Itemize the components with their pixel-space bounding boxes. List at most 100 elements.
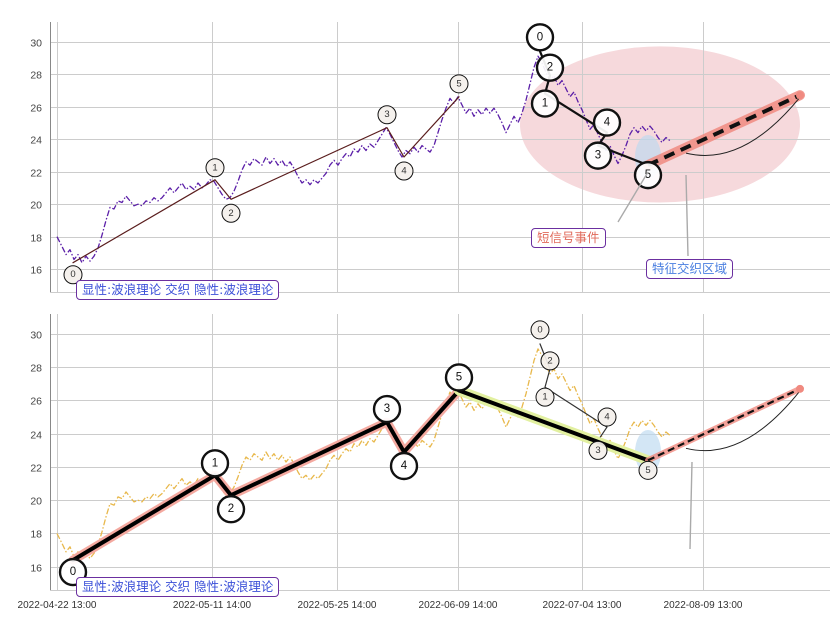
trend-line-dashed — [647, 93, 801, 167]
wave-label-text: 3 — [595, 150, 601, 162]
overlay-交织连接线 — [454, 385, 653, 466]
wave-label-text: 0 — [70, 269, 75, 280]
x-axis-tick-label: 2022-08-09 13:00 — [664, 600, 743, 611]
top-chart-svg: 16 18 20 22 24 26 28 30 0 1 2 3 4 5 0 2 1 4 3 5 — [30, 22, 830, 293]
top-legend-box: 显性:波浪理论 交织 隐性:波浪理论 — [76, 280, 280, 300]
y-axis-tick-label: 18 — [30, 233, 42, 245]
overlay-显性波浪路径 — [72, 96, 460, 264]
x-axis-tick-label: 2022-07-04 13:00 — [543, 600, 622, 611]
wave-label-text: 0 — [537, 324, 542, 335]
trend-end-dot — [796, 91, 804, 100]
wave-label-marker — [583, 141, 613, 170]
wave-label-text: 5 — [456, 371, 462, 383]
price-line — [56, 55, 671, 264]
wave-label-marker — [592, 108, 622, 137]
overlay-显性波浪路径 — [68, 386, 464, 565]
wave-marker-group: 0 2 1 4 3 5 — [530, 320, 658, 480]
wave-label-text: 4 — [604, 412, 609, 423]
y-axis-tick-label: 16 — [30, 563, 42, 575]
wave-label-marker — [200, 449, 230, 478]
y-axis-tick-label: 20 — [30, 200, 42, 212]
top-region-callout: 特征交织区域 — [646, 259, 734, 279]
wave-label-text: 5 — [645, 465, 650, 476]
wave-label-marker — [638, 460, 658, 480]
y-axis-tick-label: 26 — [30, 396, 42, 408]
wave-label-text: 3 — [384, 109, 389, 120]
wave-label-marker — [372, 394, 402, 424]
y-axis-tick-label: 30 — [30, 330, 42, 342]
wave-label-marker — [530, 89, 560, 118]
y-axis-tick-label: 28 — [30, 363, 42, 375]
wave-label-text: 1 — [542, 98, 548, 110]
price-series-explicit — [56, 55, 671, 264]
wave-label-text: 3 — [595, 445, 600, 456]
wave-label-text: 2 — [228, 503, 234, 515]
wave-label-text: 4 — [604, 117, 611, 129]
wave-label-marker — [449, 74, 469, 94]
top-chart-panel: 16 18 20 22 24 26 28 30 0 1 2 3 4 5 0 2 1 4 3 5 显性:波浪理论 交织 … — [0, 0, 839, 302]
event-callout-leader — [617, 171, 649, 223]
wave-label-marker — [444, 363, 474, 392]
wave-label-marker — [535, 387, 555, 407]
wave-label-text: 1 — [212, 457, 218, 469]
wave-label-text: 3 — [384, 403, 390, 415]
top-event-callout: 短信号事件 — [531, 228, 606, 248]
wave-label-marker — [525, 23, 555, 52]
wave-label-text: 5 — [456, 78, 461, 89]
x-axis-tick-label: 2022-06-09 14:00 — [419, 600, 498, 611]
wave-path-line — [71, 388, 461, 563]
x-axis-tick-label: 2022-04-22 13:00 — [18, 600, 97, 611]
wave-label-marker — [394, 161, 414, 181]
x-axis-tick-label: 2022-05-25 14:00 — [298, 600, 377, 611]
trend-line-dashed — [647, 387, 801, 462]
wave-label-marker — [597, 407, 617, 427]
y-axis-tick-label: 24 — [30, 430, 42, 442]
wave-label-text: 1 — [212, 162, 217, 173]
y-axis-tick-label: 18 — [30, 529, 42, 541]
trend-arc-decoration — [685, 390, 801, 452]
wave-label-marker — [221, 203, 241, 223]
wave-label-marker — [530, 320, 550, 340]
y-axis-tick-label: 30 — [30, 38, 42, 50]
wave-label-marker — [216, 495, 246, 524]
wave-marker-group: 0 1 2 3 4 5 — [63, 74, 469, 285]
x-axis-tick-label: 2022-05-11 14:00 — [173, 600, 252, 611]
y-axis-tick-label: 28 — [30, 70, 42, 82]
wave-label-marker — [535, 53, 565, 82]
wave-path-line — [72, 96, 460, 264]
region-callout-leader — [689, 461, 693, 550]
wave-label-marker — [63, 265, 83, 285]
trend-end-dot — [796, 384, 804, 393]
wave-marker-group: 0 2 1 4 3 5 — [525, 23, 663, 190]
bottom-chart-panel: 16 18 20 22 24 26 28 30 2022-04-22 13:00 2022-05-… — [0, 302, 839, 617]
y-axis-tick-label: 16 — [30, 265, 42, 277]
y-axis-tick-label: 20 — [30, 496, 42, 508]
connector-line — [457, 388, 650, 463]
y-axis-tick-label: 26 — [30, 103, 42, 115]
wave-label-text: 1 — [542, 392, 547, 403]
y-axis-tick-label: 24 — [30, 135, 42, 147]
wave-label-text: 4 — [401, 460, 408, 472]
price-series-implicit — [56, 348, 671, 561]
wave-label-marker — [588, 440, 608, 460]
wave-label-text: 0 — [537, 31, 543, 43]
wave-label-text: 4 — [401, 166, 406, 177]
overlay-预测趋势线 — [645, 385, 803, 464]
region-callout-leader — [685, 174, 689, 257]
wave-label-text: 2 — [547, 62, 553, 74]
bottom-legend-box: 显性:波浪理论 交织 隐性:波浪理论 — [76, 577, 280, 597]
wave-label-marker — [389, 451, 419, 481]
wave-label-text: 2 — [547, 355, 552, 366]
wave-label-text: 5 — [645, 169, 651, 181]
wave-label-marker — [205, 158, 225, 178]
wave-label-marker — [377, 105, 397, 125]
y-axis-tick-label: 22 — [30, 168, 42, 180]
wave-label-marker — [540, 351, 560, 371]
y-axis-tick-label: 22 — [30, 463, 42, 475]
overlay-预测趋势线 — [643, 90, 805, 171]
wave-label-text: 0 — [70, 566, 76, 578]
